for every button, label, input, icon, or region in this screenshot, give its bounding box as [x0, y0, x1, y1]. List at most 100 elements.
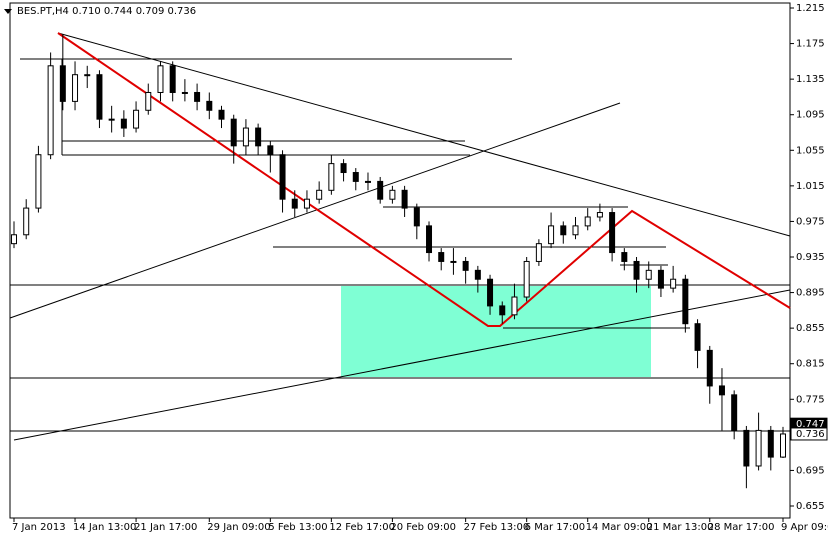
candle-body	[352, 172, 359, 182]
candle-body	[535, 243, 542, 262]
candle-body	[59, 65, 66, 102]
candle-body	[181, 91, 188, 94]
candle-body	[389, 189, 396, 200]
candle-body	[242, 127, 249, 147]
chart-title: BES.PT,H4 0.710 0.744 0.709 0.736	[17, 6, 196, 17]
candle-body	[474, 269, 481, 280]
y-tick-label: 0.975	[796, 216, 825, 227]
x-tick-label: 29 Jan 09:00	[207, 522, 270, 533]
candle-body	[206, 100, 213, 111]
x-tick-label: 5 Feb 13:00	[268, 522, 327, 533]
price-label: 0.736	[796, 429, 825, 440]
candle-body	[145, 91, 152, 111]
candle-body	[377, 180, 384, 200]
candle-body	[682, 278, 689, 325]
x-tick-label: 27 Feb 13:00	[464, 522, 530, 533]
y-tick-label: 0.695	[796, 465, 825, 476]
drawing-objects	[9, 32, 791, 441]
candle-body	[718, 385, 725, 396]
plot-frame	[9, 2, 791, 519]
menu-triangle	[4, 9, 12, 14]
candle-body	[426, 225, 433, 254]
y-tick-label: 0.895	[796, 288, 825, 299]
candle-body	[169, 65, 176, 93]
candle-body	[11, 234, 17, 245]
candle-body	[230, 118, 237, 147]
candle-body	[609, 212, 616, 254]
candle-body	[401, 189, 408, 209]
y-tick-label: 1.215	[796, 3, 825, 14]
candle-body	[47, 65, 54, 156]
candle-body	[572, 225, 579, 236]
candle-body	[279, 154, 286, 200]
candle-body	[23, 207, 30, 236]
candle-body	[255, 127, 262, 147]
x-tick-label: 28 Mar 17:00	[708, 522, 775, 533]
y-tick-label: 1.015	[796, 181, 825, 192]
candle-body	[584, 216, 591, 227]
y-tick-label: 0.935	[796, 252, 825, 263]
candle-body	[328, 163, 335, 191]
candle-body	[450, 260, 457, 263]
x-tick-label: 21 Mar 13:00	[647, 522, 714, 533]
x-tick-label: 7 Jan 2013	[12, 522, 66, 533]
trend-line	[57, 32, 791, 237]
candle-body	[633, 260, 640, 280]
candle-body	[218, 109, 225, 120]
trend-line	[9, 102, 621, 319]
x-tick-label: 9 Apr 09:00	[781, 522, 828, 533]
x-tick-label: 21 Jan 17:00	[134, 522, 197, 533]
y-tick-label: 1.175	[796, 39, 825, 50]
candle-body	[755, 429, 762, 467]
candle-body	[72, 74, 79, 102]
candle-body	[291, 198, 298, 209]
y-tick-label: 0.655	[796, 501, 825, 512]
candle-body	[657, 269, 664, 289]
x-tick-label: 12 Feb 17:00	[329, 522, 395, 533]
candle-body	[499, 305, 506, 316]
candle-body	[438, 252, 445, 262]
candle-body	[316, 189, 323, 200]
x-tick-label: 6 Mar 17:00	[525, 522, 585, 533]
zigzag	[57, 32, 791, 327]
x-tick-label: 14 Jan 13:00	[73, 522, 136, 533]
y-tick-label: 0.775	[796, 394, 825, 405]
candle-body	[706, 349, 713, 387]
candle-body	[303, 198, 310, 209]
candle-body	[120, 118, 127, 129]
candle-body	[108, 118, 115, 121]
price-label: 0.747	[796, 419, 825, 430]
candle-body	[340, 163, 347, 174]
candle-body	[413, 207, 420, 227]
y-tick-label: 0.815	[796, 359, 825, 370]
x-tick-label: 14 Mar 09:00	[586, 522, 653, 533]
candle-body	[596, 212, 603, 218]
candle-body	[84, 74, 91, 77]
candle-body	[767, 429, 774, 458]
candle-body	[694, 323, 701, 351]
candle-body	[487, 278, 494, 307]
y-tick-label: 1.095	[796, 110, 825, 121]
candle-body	[743, 429, 750, 467]
candle-body	[194, 91, 201, 102]
candle-body	[462, 260, 469, 271]
candle-body	[621, 252, 628, 262]
candles	[11, 34, 786, 489]
trend-line	[13, 289, 791, 441]
y-tick-label: 1.135	[796, 74, 825, 85]
candle-body	[731, 394, 738, 431]
candle-body	[364, 180, 371, 183]
y-tick-label: 0.855	[796, 323, 825, 334]
candle-body	[96, 74, 103, 120]
candle-body	[35, 154, 42, 209]
candle-body	[523, 260, 530, 298]
candle-body	[511, 296, 518, 316]
candle-body	[560, 225, 567, 236]
candle-body	[780, 433, 786, 458]
candle-body	[548, 225, 555, 245]
zone-rectangle	[341, 286, 651, 377]
candle-body	[157, 65, 164, 93]
x-tick-label: 20 Feb 09:00	[390, 522, 456, 533]
candle-body	[645, 269, 652, 280]
